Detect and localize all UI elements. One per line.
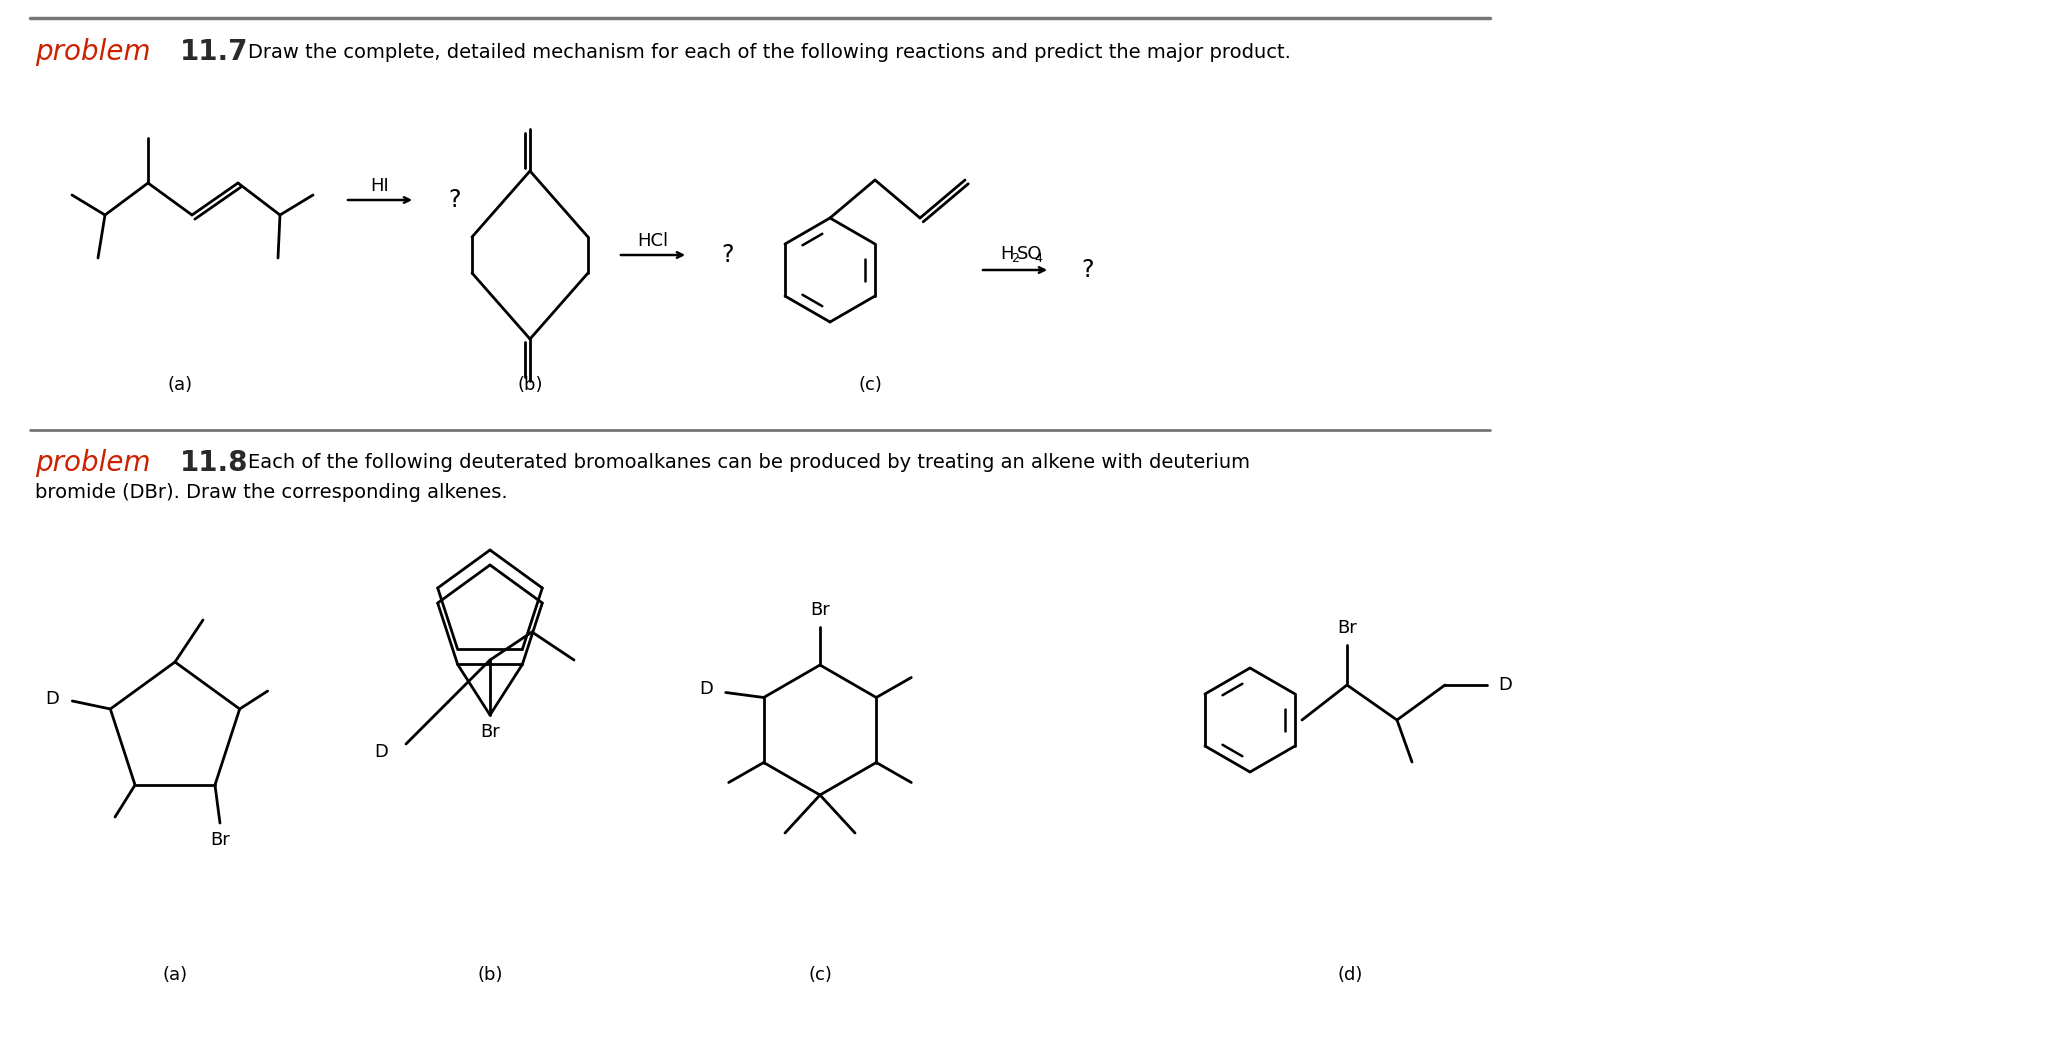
Text: Each of the following deuterated bromoalkanes can be produced by treating an alk: Each of the following deuterated bromoal… (248, 453, 1250, 472)
Text: (a): (a) (168, 376, 192, 394)
Text: ?: ? (722, 243, 735, 267)
Text: D: D (1498, 676, 1512, 694)
Text: Br: Br (481, 723, 499, 741)
Text: 4: 4 (1033, 251, 1041, 264)
Text: (c): (c) (808, 966, 833, 984)
Text: 11.7: 11.7 (180, 38, 248, 66)
Text: (b): (b) (518, 376, 542, 394)
Text: HI: HI (370, 177, 389, 195)
Text: problem: problem (35, 449, 151, 477)
Text: ?: ? (448, 188, 460, 212)
Text: D: D (45, 690, 59, 708)
Text: D: D (700, 680, 712, 698)
Text: HCl: HCl (638, 232, 669, 250)
Text: (d): (d) (1338, 966, 1363, 984)
Text: Br: Br (1338, 619, 1356, 637)
Text: H: H (1000, 245, 1013, 263)
Text: 2: 2 (1011, 251, 1019, 264)
Text: Br: Br (810, 601, 831, 619)
Text: Br: Br (211, 831, 229, 849)
Text: bromide (DBr). Draw the corresponding alkenes.: bromide (DBr). Draw the corresponding al… (35, 483, 507, 502)
Text: (b): (b) (477, 966, 503, 984)
Text: (a): (a) (162, 966, 188, 984)
Text: 11.8: 11.8 (180, 449, 248, 477)
Text: SO: SO (1017, 245, 1043, 263)
Text: ?: ? (1082, 258, 1095, 282)
Text: problem: problem (35, 38, 151, 66)
Text: (c): (c) (857, 376, 882, 394)
Text: D: D (374, 743, 389, 761)
Text: Draw the complete, detailed mechanism for each of the following reactions and pr: Draw the complete, detailed mechanism fo… (248, 42, 1291, 62)
